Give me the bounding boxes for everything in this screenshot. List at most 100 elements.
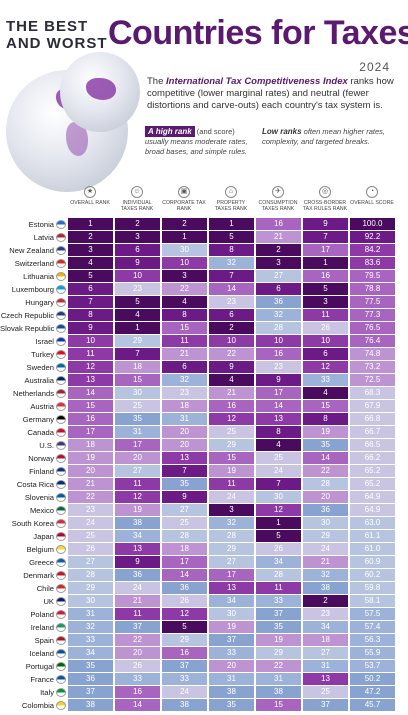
low-rank-tag: Low ranks bbox=[262, 127, 302, 136]
rank-cell: 28 bbox=[162, 530, 207, 542]
low-rank-note: Low ranks often mean higher rates, compl… bbox=[262, 127, 402, 147]
rank-cell: 8 bbox=[209, 244, 254, 256]
pre-title-line2: AND WORST bbox=[6, 35, 108, 52]
country-flag-icon bbox=[56, 376, 66, 385]
rank-cell: 35 bbox=[256, 621, 301, 633]
rank-cell: 14 bbox=[209, 283, 254, 295]
rank-cell: 33 bbox=[115, 673, 160, 685]
rank-cell: 28 bbox=[256, 322, 301, 334]
rank-cell: 32 bbox=[256, 309, 301, 321]
country-name: Denmark bbox=[23, 571, 54, 580]
column-header-label: PROPERTY TAXES RANK bbox=[214, 200, 248, 212]
country-flag-icon bbox=[56, 584, 66, 593]
rank-cell: 2 bbox=[303, 595, 348, 607]
country-name: Australia bbox=[24, 376, 54, 385]
rank-cell: 29 bbox=[68, 582, 113, 594]
rank-cell: 34 bbox=[209, 595, 254, 607]
table-row: Turkey 11 7 21 22 16 6 74.8 bbox=[0, 348, 408, 361]
rank-cell: 19 bbox=[256, 634, 301, 646]
rank-cell: 18 bbox=[68, 439, 113, 451]
globe-icon: ◎ bbox=[319, 186, 331, 198]
rank-cell: 7 bbox=[115, 348, 160, 360]
building-icon: ▣ bbox=[178, 186, 190, 198]
trophy-icon: ★ bbox=[84, 186, 96, 198]
rank-cell: 66.8 bbox=[350, 413, 395, 425]
rank-cell: 61.1 bbox=[350, 530, 395, 542]
table-row: South Korea 24 38 25 32 1 30 63.0 bbox=[0, 517, 408, 530]
rank-cell: 6 bbox=[256, 283, 301, 295]
rank-cell: 25 bbox=[256, 452, 301, 464]
rank-cell: 22 bbox=[115, 634, 160, 646]
year-label: 2024 bbox=[359, 60, 390, 74]
column-header: ◎ CROSS-BORDER TAX RULES RANK bbox=[302, 186, 348, 212]
rank-cell: 28 bbox=[256, 569, 301, 581]
rank-cell: 1 bbox=[68, 218, 113, 230]
table-row: Czech Republic 8 4 8 6 32 11 77.3 bbox=[0, 309, 408, 322]
rank-cell: 6 bbox=[209, 309, 254, 321]
table-row: Germany 16 35 31 12 13 8 66.8 bbox=[0, 413, 408, 426]
table-row: Belgium 26 13 18 29 26 24 61.0 bbox=[0, 543, 408, 556]
rank-cell: 12 bbox=[256, 504, 301, 516]
rank-cell: 15 bbox=[68, 400, 113, 412]
rank-cell: 27 bbox=[303, 647, 348, 659]
rank-cell: 11 bbox=[68, 348, 113, 360]
rank-cell: 6 bbox=[303, 348, 348, 360]
rank-cell: 9 bbox=[256, 374, 301, 386]
rank-cell: 30 bbox=[303, 517, 348, 529]
rank-cell: 31 bbox=[256, 673, 301, 685]
rank-cell: 38 bbox=[115, 517, 160, 529]
rank-cell: 16 bbox=[115, 686, 160, 698]
country-name: Colombia bbox=[21, 701, 54, 710]
rank-cell: 3 bbox=[209, 504, 254, 516]
country-flag-icon bbox=[56, 415, 66, 424]
rank-cell: 14 bbox=[303, 452, 348, 464]
rank-cell: 10 bbox=[209, 335, 254, 347]
rank-cell: 17 bbox=[256, 387, 301, 399]
table-row: Luxembourg 6 23 22 14 6 5 78.8 bbox=[0, 283, 408, 296]
rank-cell: 38 bbox=[162, 699, 207, 711]
rank-cell: 27 bbox=[209, 556, 254, 568]
rank-cell: 16 bbox=[256, 348, 301, 360]
rank-cell: 32 bbox=[68, 621, 113, 633]
country-name: Israel bbox=[35, 337, 54, 346]
table-row: Ireland 32 37 5 19 35 34 57.4 bbox=[0, 621, 408, 634]
country-flag-icon bbox=[56, 532, 66, 541]
rank-cell: 37 bbox=[162, 660, 207, 672]
table-row: Finland 20 27 7 19 24 22 65.2 bbox=[0, 465, 408, 478]
country-flag-icon bbox=[56, 233, 66, 242]
rank-cell: 1 bbox=[162, 231, 207, 243]
country-name: New Zealand bbox=[9, 246, 54, 255]
rank-cell: 17 bbox=[115, 439, 160, 451]
rank-cell: 56.3 bbox=[350, 634, 395, 646]
rank-cell: 38 bbox=[68, 699, 113, 711]
country-flag-icon bbox=[56, 493, 66, 502]
column-header: ▣ CORPORATE TAX RANK bbox=[161, 186, 207, 212]
rank-cell: 9 bbox=[209, 361, 254, 373]
rank-cell: 21 bbox=[68, 478, 113, 490]
table-row: Slovak Republic 9 1 15 2 28 26 76.5 bbox=[0, 322, 408, 335]
column-header-label: OVERALL SCORE bbox=[350, 200, 394, 206]
rank-cell: 3 bbox=[256, 257, 301, 269]
rank-cell: 31 bbox=[115, 426, 160, 438]
country-flag-icon bbox=[56, 337, 66, 346]
rank-cell: 27 bbox=[68, 556, 113, 568]
rank-cell: 9 bbox=[115, 257, 160, 269]
table-row: Poland 31 11 12 30 37 23 57.5 bbox=[0, 608, 408, 621]
rank-cell: 29 bbox=[303, 530, 348, 542]
column-header-label: OVERALL RANK bbox=[70, 200, 110, 206]
country-flag-icon bbox=[56, 623, 66, 632]
column-header-label: INDIVIDUAL TAXES RANK bbox=[120, 200, 154, 212]
rank-cell: 17 bbox=[162, 556, 207, 568]
rank-cell: 13 bbox=[115, 543, 160, 555]
rank-cell: 14 bbox=[68, 387, 113, 399]
rank-cell: 76.4 bbox=[350, 335, 395, 347]
rank-cell: 76.5 bbox=[350, 322, 395, 334]
rank-cell: 13 bbox=[256, 413, 301, 425]
country-name: France bbox=[30, 675, 54, 684]
rank-cell: 32 bbox=[209, 517, 254, 529]
rank-cell: 7 bbox=[162, 465, 207, 477]
rank-cell: 11 bbox=[115, 478, 160, 490]
table-row: Hungary 7 5 4 23 36 3 77.5 bbox=[0, 296, 408, 309]
rank-cell: 10 bbox=[303, 335, 348, 347]
gauge-icon: ◔ bbox=[366, 186, 378, 198]
